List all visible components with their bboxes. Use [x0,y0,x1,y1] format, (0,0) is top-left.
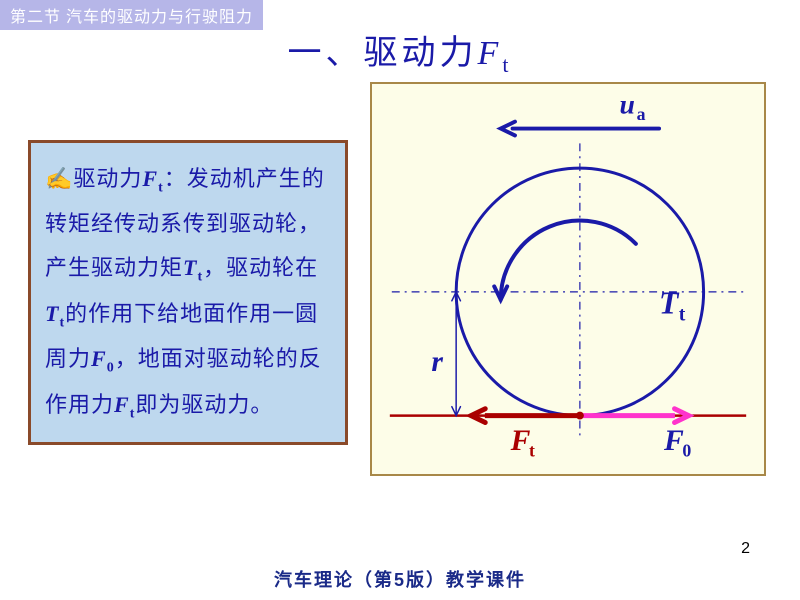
t-v2: T [183,255,197,280]
svg-text:0: 0 [682,440,691,460]
definition-box: ✍驱动力Ft：发动机产生的转矩经传动系传到驱动轮，产生驱动力矩Tt，驱动轮在Tt… [28,140,348,445]
title-sub: t [502,52,512,77]
svg-text:t: t [679,304,686,326]
footer-text: 汽车理论（第5版）教学课件 [0,566,800,592]
svg-text:a: a [637,104,646,124]
t-v3: T [45,301,59,326]
title-prefix: 一、驱动力 [288,35,478,72]
t-s4: 0 [107,361,115,376]
svg-text:T: T [659,286,680,321]
svg-text:F: F [663,425,684,457]
title-var: F [478,35,503,72]
t-v5: F [114,392,130,417]
svg-text:F: F [510,425,531,457]
banner-text: 第二节 汽车的驱动力与行驶阻力 [10,9,253,26]
pen-icon: ✍ [45,166,73,191]
page-number: 2 [741,540,750,558]
svg-text:u: u [619,89,634,120]
footer-label: 汽车理论（第5版）教学课件 [274,570,526,590]
svg-text:t: t [529,440,535,460]
page-title: 一、驱动力Ft [0,25,800,78]
t-seg6: 即为驱动力。 [135,392,273,417]
t-seg3: ，驱动轮在 [203,255,318,280]
t-seg1: 驱动力 [73,166,142,191]
diagram-svg: uaTtrFtF0 [372,84,764,474]
wheel-diagram: uaTtrFtF0 [370,82,766,476]
t-v4: F [91,346,107,371]
t-v1: F [142,166,158,191]
svg-text:r: r [431,346,443,378]
